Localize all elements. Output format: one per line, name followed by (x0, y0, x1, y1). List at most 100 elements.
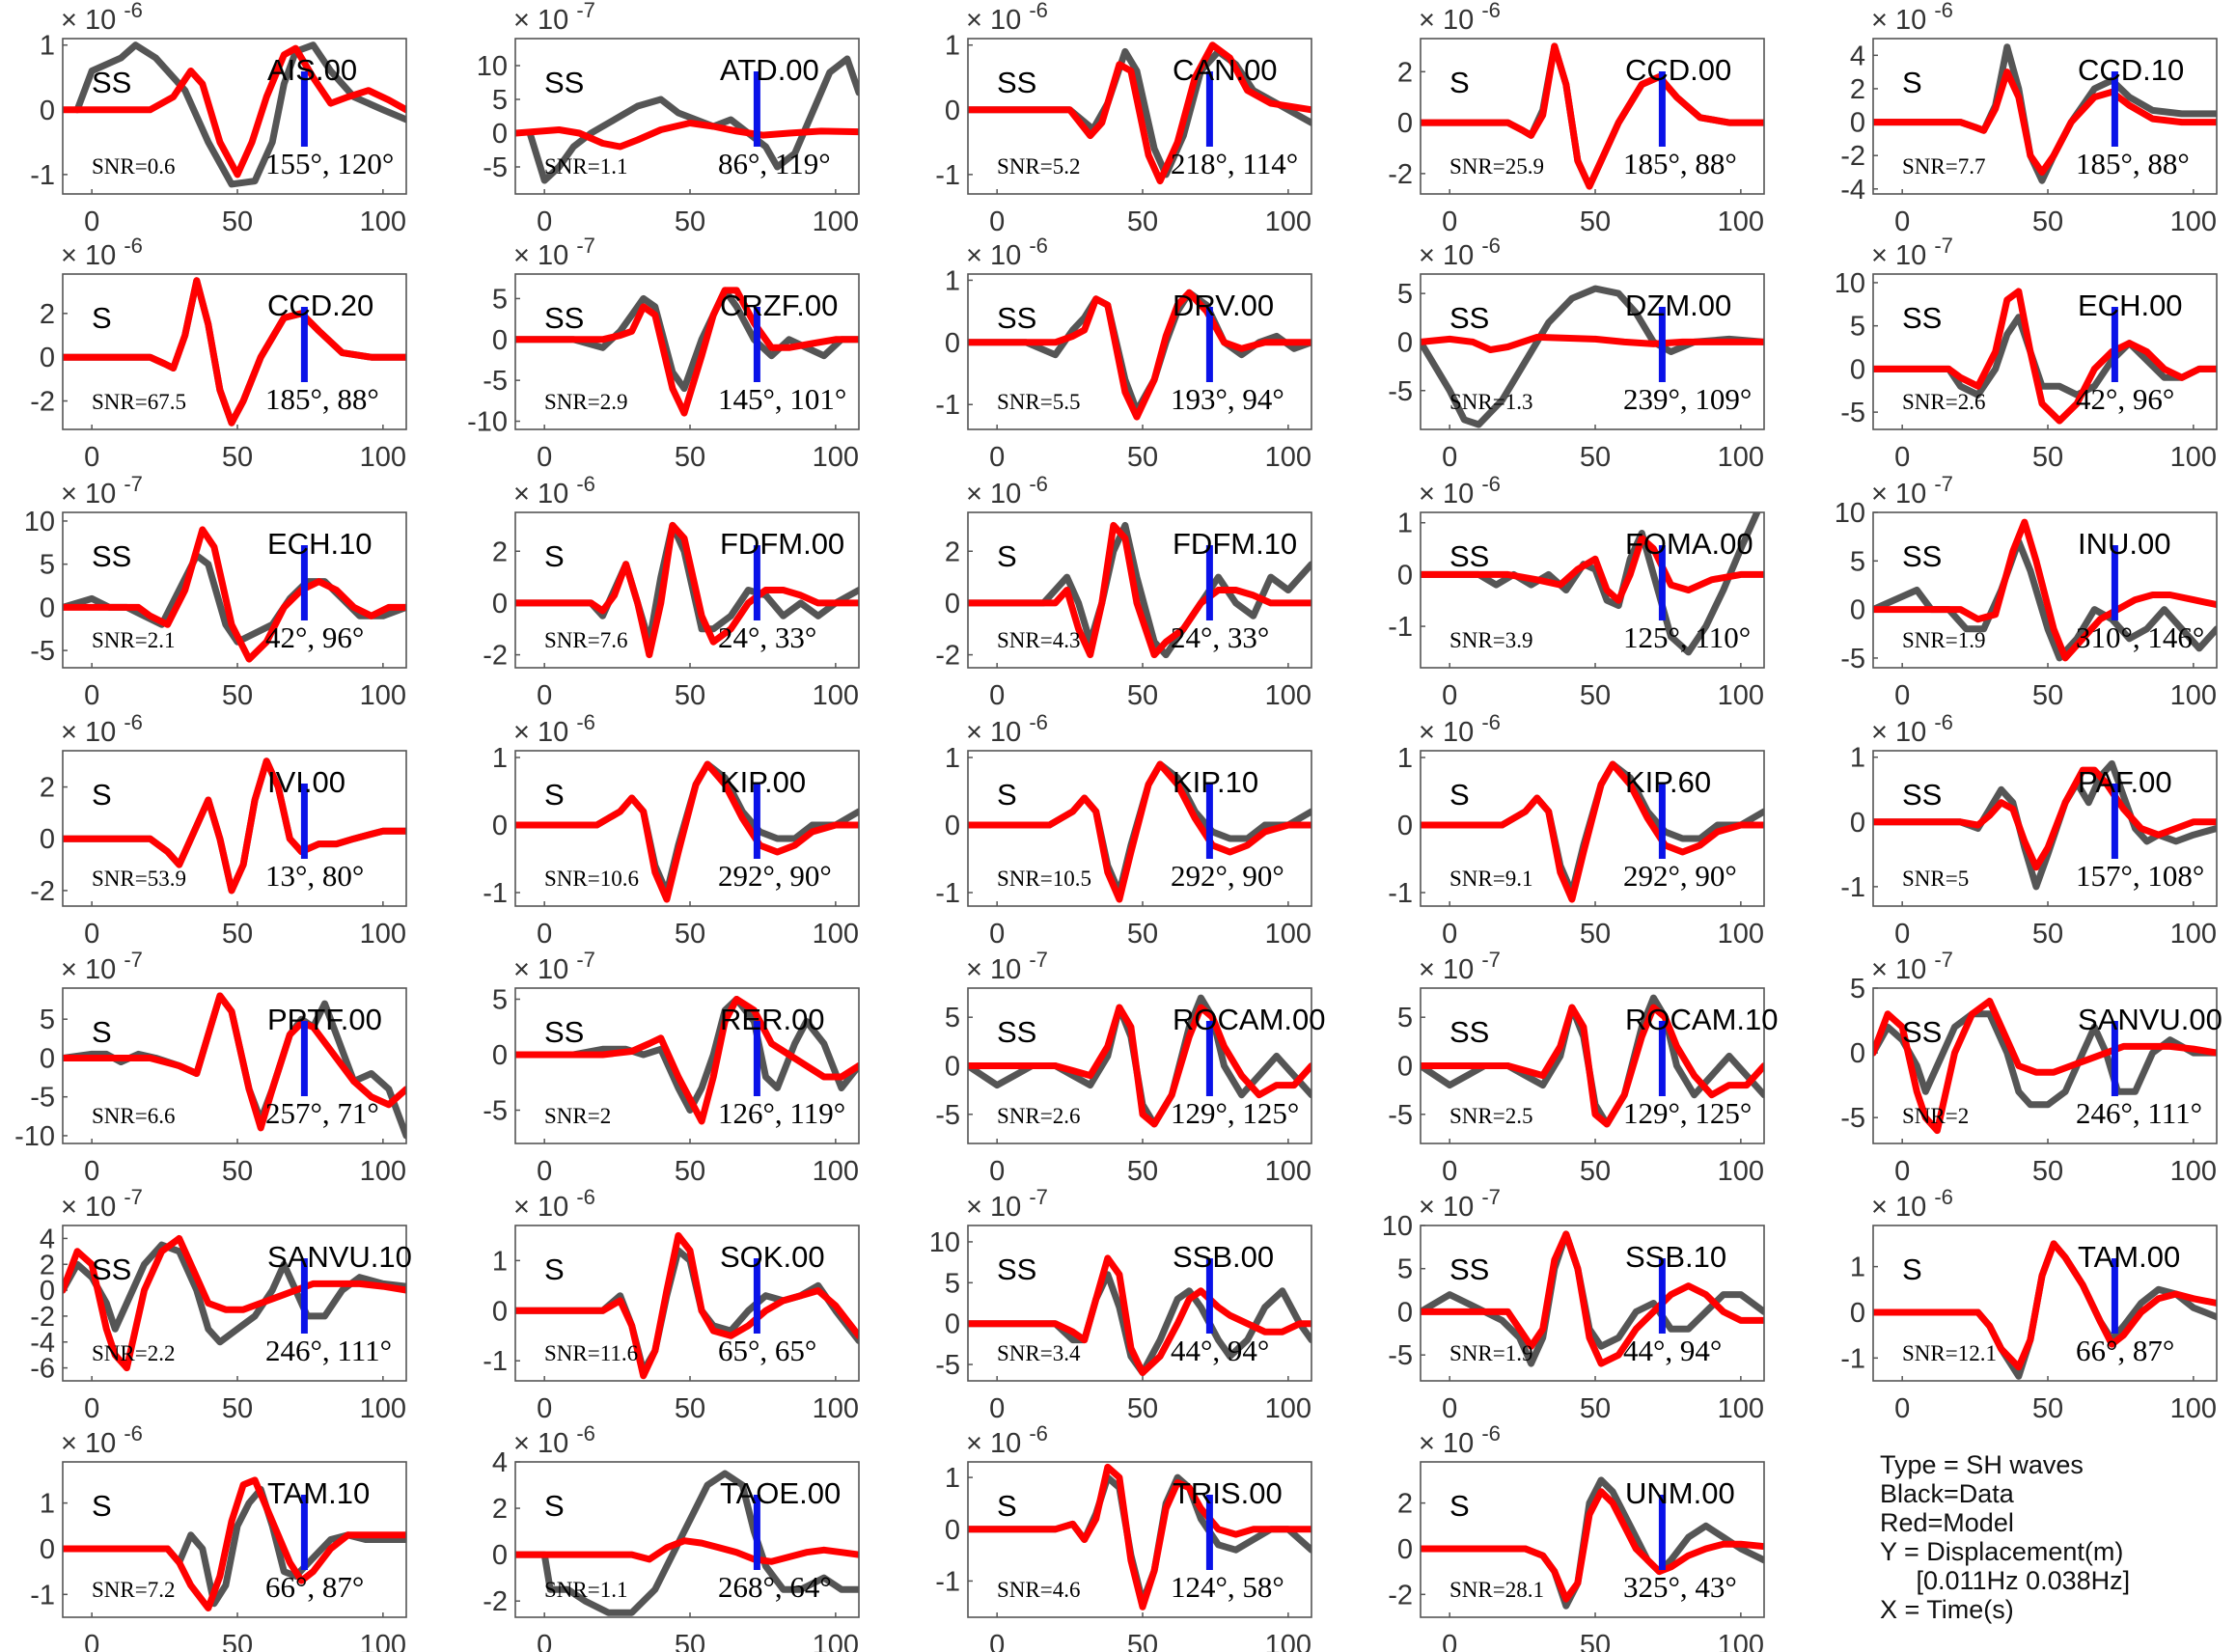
angle-label: 145°, 101° (718, 382, 846, 416)
station-label: KIP.60 (1625, 765, 1711, 799)
station-label: PAF.00 (2078, 765, 2172, 799)
x-tick-label: 0 (989, 442, 1005, 473)
y-tick-label: 0 (945, 1309, 960, 1340)
y-tick-label: -1 (30, 160, 55, 191)
snr-label: SNR=25.9 (1449, 154, 1544, 179)
model-trace (515, 287, 859, 417)
plot-frame (1872, 511, 2218, 669)
phase-label: SS (1902, 778, 1942, 812)
x-tick-label: 50 (222, 1630, 253, 1652)
y-tick-label: 0 (1850, 1038, 1865, 1069)
snr-label: SNR=2.2 (92, 1341, 175, 1365)
model-trace (63, 277, 406, 427)
y-tick-label: -5 (1840, 1103, 1865, 1134)
y-tick-label: -1 (483, 878, 508, 909)
y-exponent-label: × 10 -6 (966, 1421, 1048, 1459)
snr-label: SNR=1.3 (1449, 390, 1532, 414)
data-trace (515, 1470, 859, 1616)
x-tick-label: 0 (1442, 206, 1457, 237)
y-tick-label: 0 (1397, 811, 1413, 841)
legend-band: [0.011Hz 0.038Hz] (1880, 1566, 2131, 1595)
y-tick-label: 5 (492, 85, 508, 116)
x-tick-label: 100 (1265, 1156, 1311, 1187)
y-tick-label: 2 (40, 299, 55, 330)
snr-label: SNR=1.1 (544, 1578, 627, 1602)
model-trace (1421, 1230, 1764, 1367)
model-trace (1873, 518, 2217, 662)
phase-label: S (1902, 66, 1922, 99)
snr-label: SNR=67.5 (92, 390, 186, 414)
y-tick-label: -5 (483, 152, 508, 183)
plot-frame (62, 987, 407, 1144)
station-label: RER.00 (720, 1003, 825, 1036)
y-tick-label: 5 (1850, 546, 1865, 577)
y-tick-label: -5 (30, 1083, 55, 1114)
snr-label: SNR=2 (544, 1104, 611, 1128)
model-trace (968, 1463, 1311, 1611)
model-trace (63, 992, 406, 1132)
y-tick-label: -5 (1388, 1340, 1413, 1371)
y-tick-label: 10 (1835, 268, 1865, 299)
y-tick-label: -5 (1388, 376, 1413, 407)
station-label: CCD.10 (2078, 53, 2184, 87)
x-tick-label: 0 (1894, 1156, 1910, 1187)
model-trace (968, 1004, 1311, 1128)
plot-frame (62, 750, 407, 907)
model-trace (515, 760, 859, 903)
y-tick-label: 2 (945, 537, 960, 567)
station-label: TAM.00 (2078, 1240, 2180, 1274)
phase-label: S (92, 1015, 112, 1049)
y-tick-label: 5 (1397, 1254, 1413, 1285)
model-trace (1421, 760, 1764, 903)
station-label: CRZF.00 (720, 289, 838, 322)
plot-frame (62, 511, 407, 669)
y-exponent-label: × 10 -6 (1871, 710, 1953, 748)
y-tick-label: 2 (492, 1494, 508, 1525)
data-trace (63, 1241, 406, 1346)
angle-label: 125°, 110° (1623, 620, 1751, 654)
y-tick-label: -2 (1388, 1580, 1413, 1611)
y-tick-label: -1 (935, 878, 960, 909)
phase-label: S (544, 539, 565, 573)
x-tick-label: 50 (222, 919, 253, 950)
station-label: SSB.10 (1625, 1240, 1726, 1274)
model-trace (515, 1231, 859, 1380)
y-tick-label: 0 (40, 343, 55, 373)
x-tick-label: 100 (2170, 680, 2217, 711)
y-tick-label: -10 (14, 1121, 55, 1152)
panel-can-00: 0 50 100 1 0 -1 × 10 -6 CAN.00 SS SNR=5.2 218°, 11… (935, 0, 1312, 237)
x-tick-label: 50 (2032, 206, 2063, 237)
x-tick-label: 0 (1442, 919, 1457, 950)
x-tick-label: 50 (675, 1393, 705, 1424)
snr-label: SNR=2.1 (92, 628, 175, 652)
x-tick-label: 0 (1894, 919, 1910, 950)
legend-red: Red=Model (1880, 1508, 2014, 1537)
plot-frame (514, 38, 860, 195)
x-tick-label: 0 (1894, 1393, 1910, 1424)
x-tick-label: 0 (989, 1156, 1005, 1187)
snr-label: SNR=5 (1902, 867, 1969, 891)
y-tick-label: 0 (1397, 1534, 1413, 1565)
model-trace (1421, 1488, 1764, 1603)
phase-label: SS (1449, 539, 1489, 573)
y-tick-label: 5 (492, 985, 508, 1016)
angle-label: 13°, 80° (265, 859, 364, 893)
snr-label: SNR=1.9 (1449, 1341, 1532, 1365)
panel-fdfm-10: 0 50 100 2 0 -2 × 10 -6 FDFM.10 S SNR=4.3 24°, 33° (935, 472, 1312, 711)
y-tick-label: 0 (492, 1040, 508, 1071)
y-tick-label: -2 (935, 641, 960, 672)
x-tick-label: 50 (1580, 680, 1611, 711)
plot-frame (514, 1461, 860, 1618)
x-tick-label: 100 (360, 919, 406, 950)
x-tick-label: 50 (2032, 919, 2063, 950)
y-tick-label: 1 (945, 31, 960, 62)
x-tick-label: 0 (537, 680, 552, 711)
x-tick-label: 50 (675, 206, 705, 237)
y-tick-label: 0 (492, 1296, 508, 1327)
x-tick-label: 0 (989, 919, 1005, 950)
phase-label: SS (92, 1253, 131, 1286)
